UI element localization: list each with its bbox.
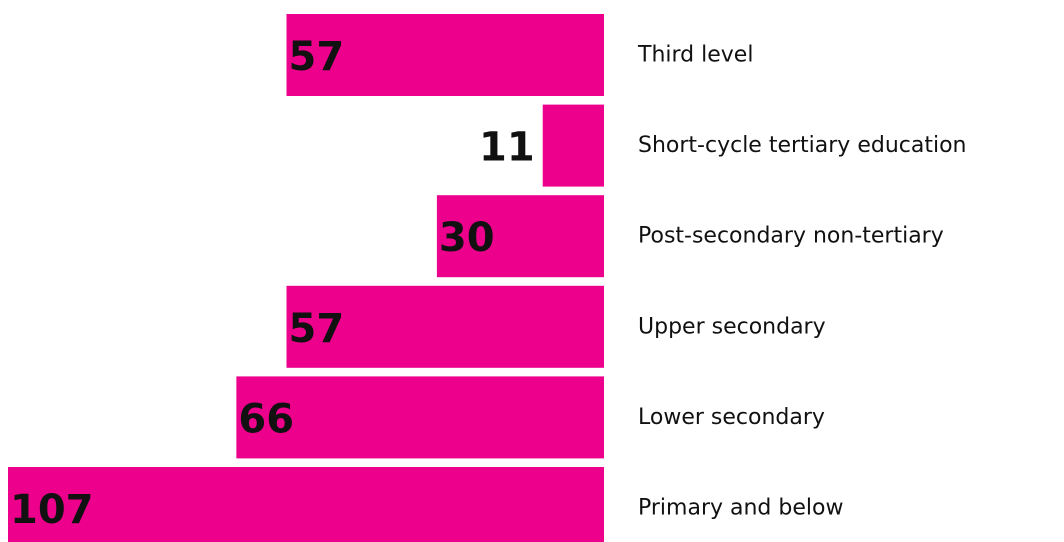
- category-label: Upper secondary: [638, 314, 826, 339]
- category-label: Third level: [637, 43, 753, 68]
- category-label: Primary and below: [638, 496, 843, 521]
- bar: [286, 285, 604, 368]
- value-label: 11: [479, 125, 535, 171]
- value-label: 57: [289, 306, 345, 352]
- value-label: 30: [439, 215, 495, 261]
- bar: [8, 467, 604, 542]
- bar: [542, 104, 604, 187]
- value-label: 107: [10, 487, 94, 533]
- bar: [236, 376, 604, 459]
- category-label: Short-cycle tertiary education: [638, 133, 966, 158]
- category-label: Lower secondary: [638, 405, 825, 430]
- bar: [436, 195, 604, 278]
- category-label: Post-secondary non-tertiary: [638, 224, 944, 249]
- bar: [286, 14, 604, 96]
- value-label: 57: [289, 34, 345, 80]
- value-label: 66: [238, 396, 294, 442]
